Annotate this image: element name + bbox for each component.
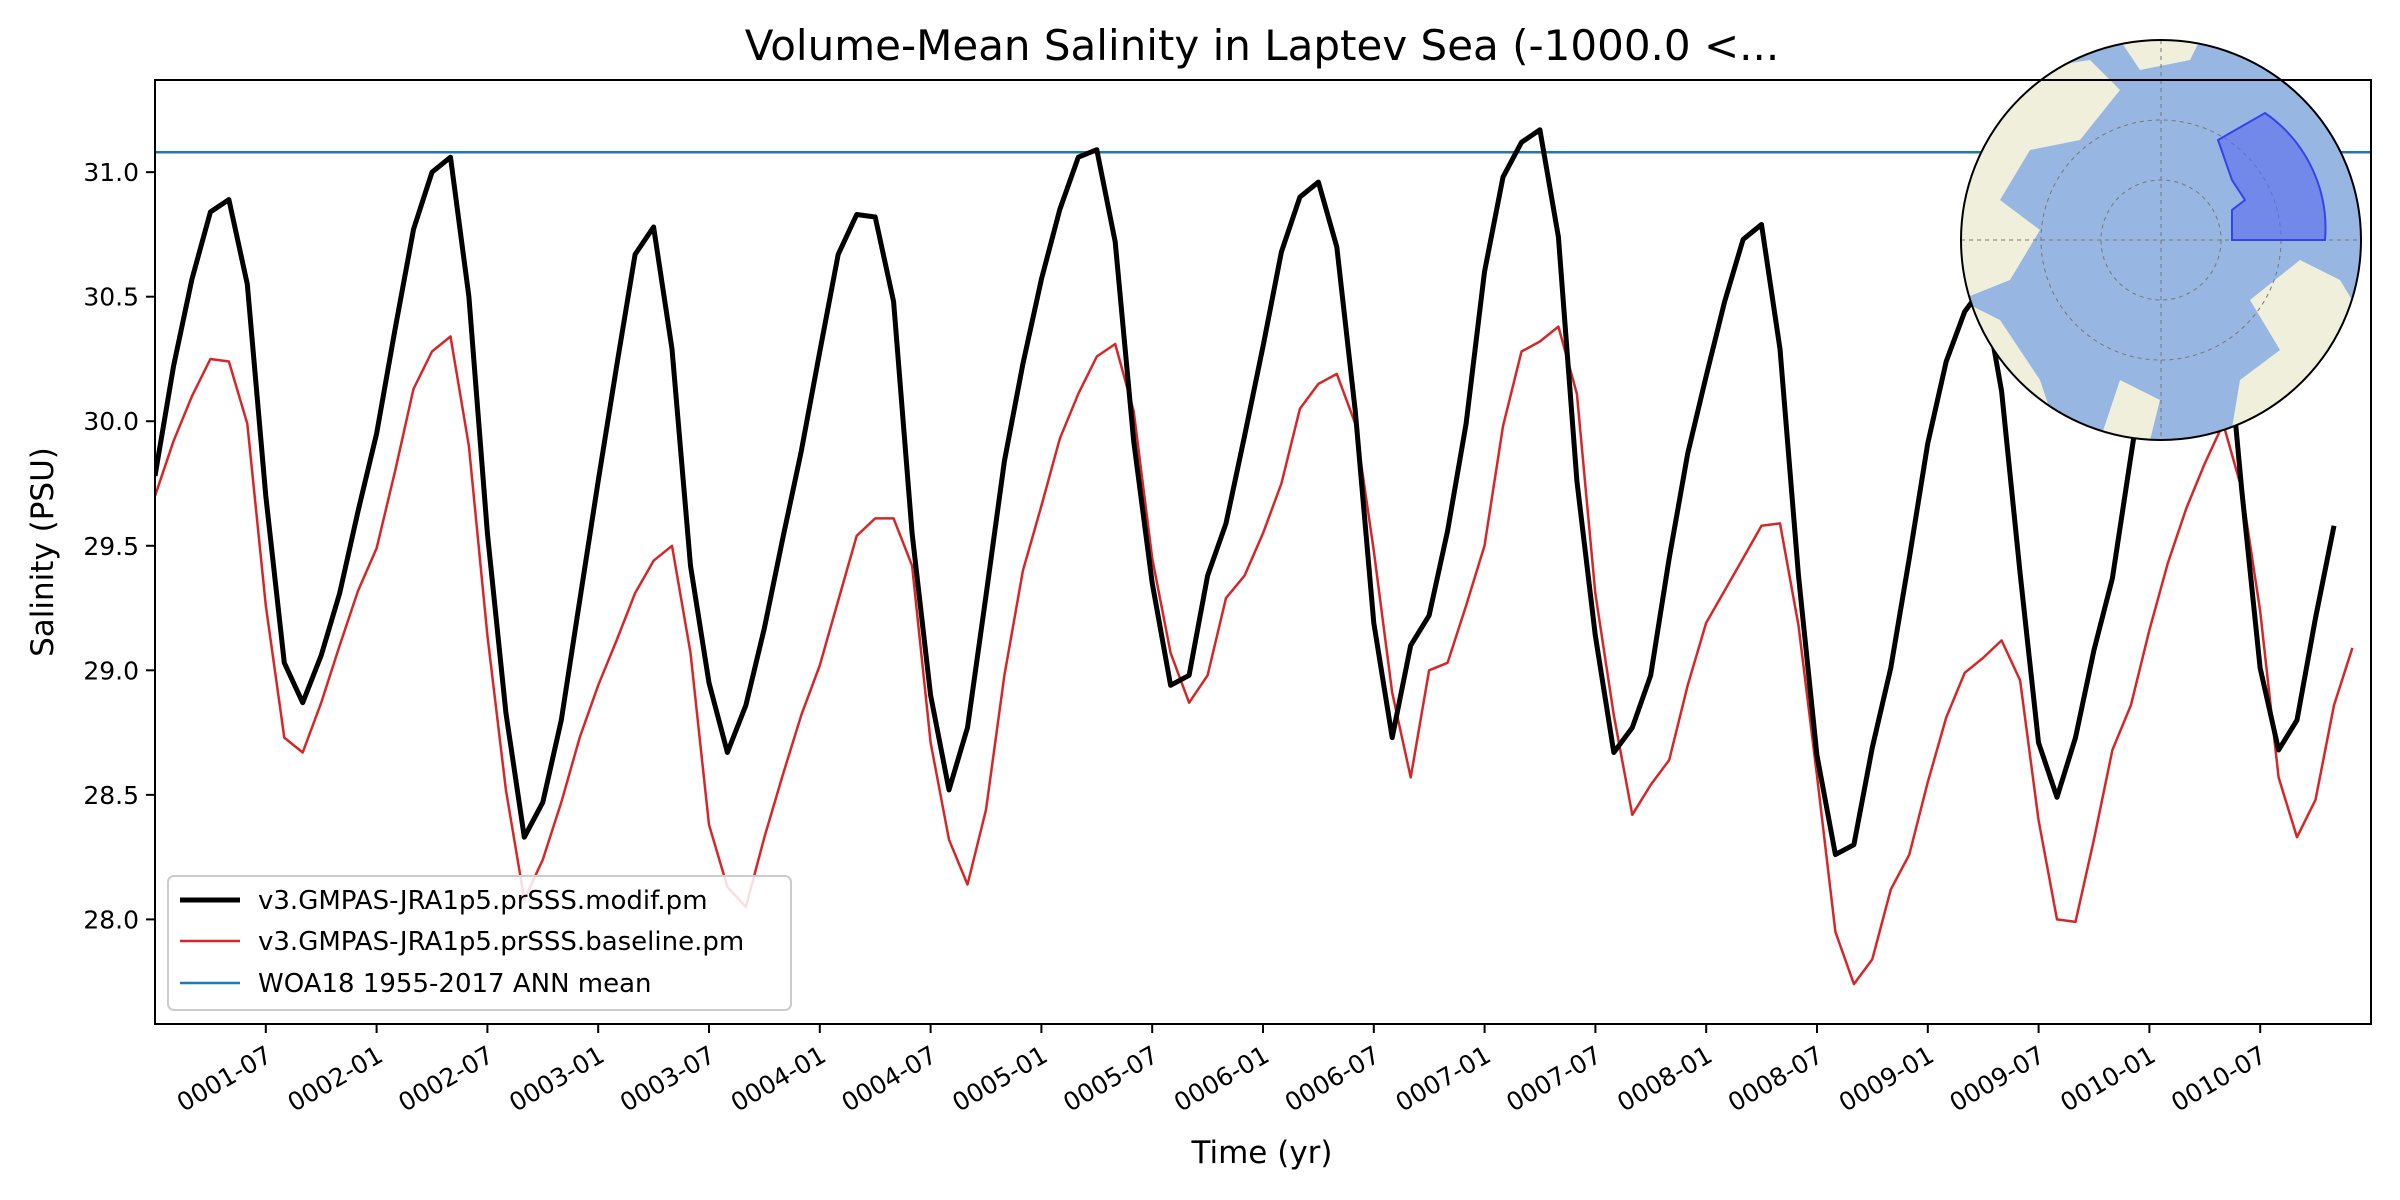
x-tick-label: 0003-07: [615, 1040, 720, 1117]
x-tick-label: 0008-07: [1723, 1040, 1828, 1117]
x-axis: 0001-07 0002-01 0002-07 0003-01 0003-07 0004-…: [172, 1024, 2271, 1117]
x-tick-label: 0006-07: [1280, 1040, 1385, 1117]
y-tick-label: 28.5: [83, 781, 139, 810]
x-tick-label: 0005-01: [947, 1040, 1052, 1117]
chart-title: Volume-Mean Salinity in Laptev Sea (-100…: [745, 21, 1779, 70]
x-axis-label: Time (yr): [1191, 1135, 1333, 1171]
x-tick-label: 0007-01: [1391, 1040, 1496, 1117]
x-tick-label: 0008-01: [1612, 1040, 1717, 1117]
x-tick-label: 0002-07: [393, 1040, 498, 1117]
arctic-polar-map-icon: [1960, 39, 2362, 441]
x-tick-label: 0004-01: [726, 1040, 831, 1117]
plot-frame: [154, 79, 2372, 1025]
y-axis: 28.0 28.5 29.0 29.5 30.0 30.5 31.0: [83, 158, 155, 934]
y-axis-label: Salinity (PSU): [25, 447, 61, 657]
y-tick-label: 28.0: [83, 905, 139, 934]
x-tick-label: 0004-07: [837, 1040, 942, 1117]
y-tick-label: 31.0: [83, 158, 139, 187]
x-tick-label: 0005-07: [1058, 1040, 1163, 1117]
x-tick-label: 0006-01: [1169, 1040, 1274, 1117]
x-tick-label: 0009-07: [1945, 1040, 2050, 1117]
x-tick-label: 0010-01: [2055, 1040, 2160, 1117]
y-tick-label: 30.0: [83, 407, 139, 436]
y-tick-label: 30.5: [83, 283, 139, 312]
x-tick-label: 0002-01: [283, 1040, 388, 1117]
x-tick-label: 0003-01: [504, 1040, 609, 1117]
legend: v3.GMPAS-JRA1p5.prSSS.modif.pm v3.GMPAS-…: [167, 875, 792, 1011]
legend-label-woa18: WOA18 1955-2017 ANN mean: [258, 969, 652, 999]
x-tick-label: 0010-07: [2166, 1040, 2271, 1117]
y-tick-label: 29.5: [83, 532, 139, 561]
x-tick-label: 0001-07: [172, 1040, 277, 1117]
y-tick-label: 29.0: [83, 656, 139, 685]
legend-label-baseline: v3.GMPAS-JRA1p5.prSSS.baseline.pm: [258, 927, 744, 957]
x-tick-label: 0009-01: [1834, 1040, 1939, 1117]
legend-label-modif: v3.GMPAS-JRA1p5.prSSS.modif.pm: [258, 886, 708, 916]
x-tick-label: 0007-07: [1501, 1040, 1606, 1117]
